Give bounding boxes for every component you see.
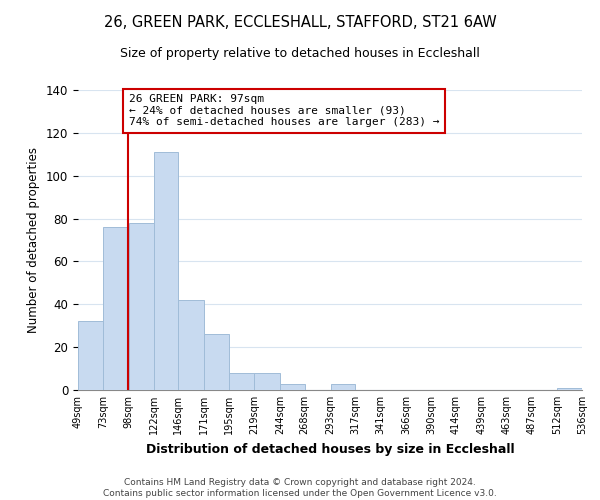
Bar [557, 388, 582, 390]
Bar [154, 152, 178, 390]
Text: Size of property relative to detached houses in Eccleshall: Size of property relative to detached ho… [120, 48, 480, 60]
Bar [254, 373, 280, 390]
Text: 26 GREEN PARK: 97sqm
← 24% of detached houses are smaller (93)
74% of semi-detac: 26 GREEN PARK: 97sqm ← 24% of detached h… [129, 94, 439, 128]
Bar [204, 334, 229, 390]
Bar [103, 227, 129, 390]
Bar [178, 300, 204, 390]
Bar [229, 373, 254, 390]
X-axis label: Distribution of detached houses by size in Eccleshall: Distribution of detached houses by size … [146, 442, 514, 456]
Bar [331, 384, 355, 390]
Text: Contains HM Land Registry data © Crown copyright and database right 2024.
Contai: Contains HM Land Registry data © Crown c… [103, 478, 497, 498]
Text: 26, GREEN PARK, ECCLESHALL, STAFFORD, ST21 6AW: 26, GREEN PARK, ECCLESHALL, STAFFORD, ST… [104, 15, 496, 30]
Bar [280, 384, 305, 390]
Bar [129, 223, 154, 390]
Bar [78, 322, 103, 390]
Y-axis label: Number of detached properties: Number of detached properties [28, 147, 40, 333]
